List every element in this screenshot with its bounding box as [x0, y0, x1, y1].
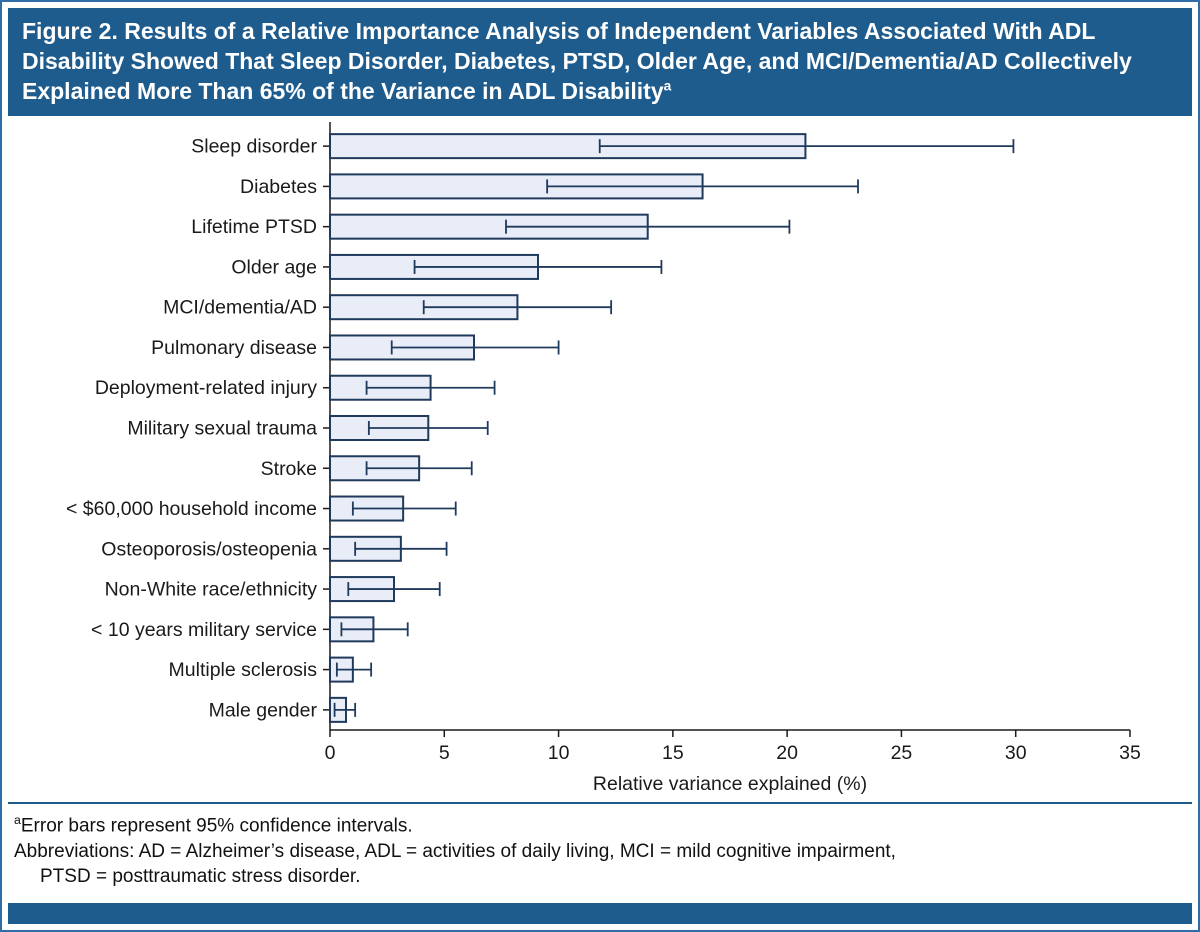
footnote-superscript: a	[14, 812, 21, 827]
figure-title-superscript: a	[663, 78, 672, 94]
x-tick-label: 20	[776, 742, 798, 764]
category-label: Non-White race/ethnicity	[105, 578, 318, 600]
category-label: Military sexual trauma	[127, 417, 317, 439]
category-label: Sleep disorder	[191, 135, 317, 157]
bar-chart: Sleep disorder Diabetes Lifetime PTSD Older…	[8, 115, 1192, 802]
footnote-error-bars: aError bars represent 95% confidence int…	[14, 812, 413, 836]
x-tick-label: 0	[325, 742, 336, 764]
category-label: < 10 years military service	[91, 619, 317, 641]
category-label: MCI/dementia/AD	[163, 296, 317, 318]
category-label: Diabetes	[240, 176, 317, 198]
figure-title-text: Figure 2. Results of a Relative Importan…	[22, 18, 1132, 104]
footnote-abbreviations: Abbreviations: AD = Alzheimer’s disease,…	[14, 840, 896, 862]
category-label: Deployment-related injury	[95, 377, 317, 399]
category-label: Older age	[231, 256, 317, 278]
x-tick-label: 35	[1119, 742, 1141, 764]
x-tick-label: 25	[891, 742, 913, 764]
category-label: < $60,000 household income	[66, 498, 317, 520]
x-tick-label: 5	[439, 742, 450, 764]
category-label: Male gender	[209, 699, 318, 721]
footnote-abbreviations-cont: PTSD = posttraumatic stress disorder.	[40, 866, 361, 888]
x-axis-label: Relative variance explained (%)	[593, 773, 867, 795]
bottom-rule	[8, 903, 1192, 924]
category-label: Pulmonary disease	[151, 337, 317, 359]
x-tick-label: 15	[662, 742, 684, 764]
x-tick-label: 30	[1005, 742, 1027, 764]
x-tick-label: 10	[548, 742, 570, 764]
category-label: Stroke	[261, 457, 317, 479]
category-label: Lifetime PTSD	[191, 216, 317, 238]
footnotes: aError bars represent 95% confidence int…	[8, 801, 1192, 894]
category-label: Osteoporosis/osteopenia	[101, 538, 317, 560]
bar-chart-svg: Sleep disorder Diabetes Lifetime PTSD Older…	[66, 121, 1141, 795]
category-label: Multiple sclerosis	[169, 659, 318, 681]
figure-title: Figure 2. Results of a Relative Importan…	[8, 8, 1192, 116]
